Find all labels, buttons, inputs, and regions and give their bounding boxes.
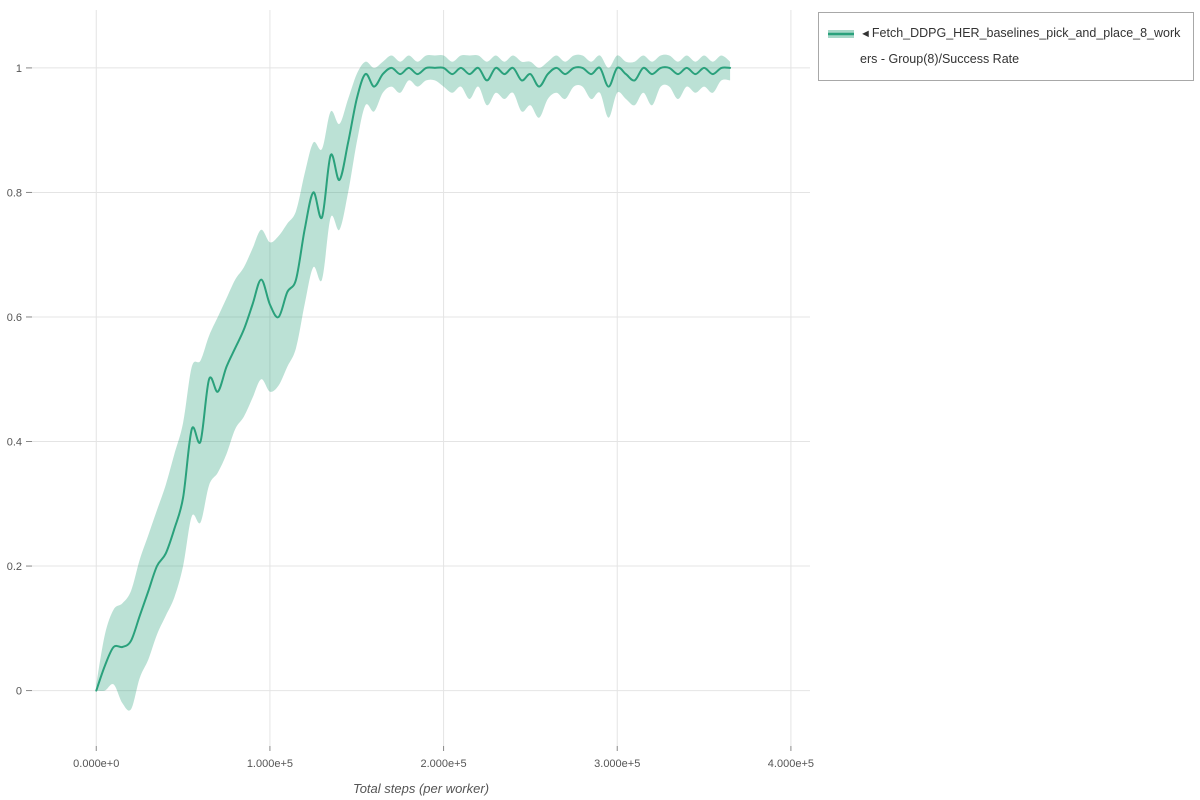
axes: 0.000e+0 1.000e+5 2.000e+5 3.000e+5 4.000e+5… [7,63,814,770]
confidence-band [96,54,731,711]
legend-swatch-icon [828,30,854,38]
y-tick-label: 0.6 [7,312,22,324]
series-line [95,66,732,692]
y-tick-label: 0.2 [7,561,22,573]
x-axis-label: Total steps (per worker) [352,781,490,796]
legend-marker-icon: ◄ [860,28,871,40]
legend-series-name: Fetch_DDPG_HER_baselines_pick_and_place_… [860,26,1181,66]
legend-label: ◄Fetch_DDPG_HER_baselines_pick_and_place… [860,21,1184,72]
y-tick-label: 0 [16,686,22,698]
x-tick-label: 4.000e+5 [768,758,814,770]
x-tick-label: 0.000e+0 [73,758,119,770]
gridlines [32,10,810,746]
legend-entry[interactable]: ◄Fetch_DDPG_HER_baselines_pick_and_place… [828,21,1184,72]
x-tick-label: 2.000e+5 [420,758,466,770]
y-tick-label: 0.8 [7,187,22,199]
y-tick-label: 0.4 [7,437,22,449]
x-tick-label: 3.000e+5 [594,758,640,770]
y-tick-label: 1 [16,63,22,75]
x-tick-label: 1.000e+5 [247,758,293,770]
legend: ◄Fetch_DDPG_HER_baselines_pick_and_place… [818,12,1194,81]
